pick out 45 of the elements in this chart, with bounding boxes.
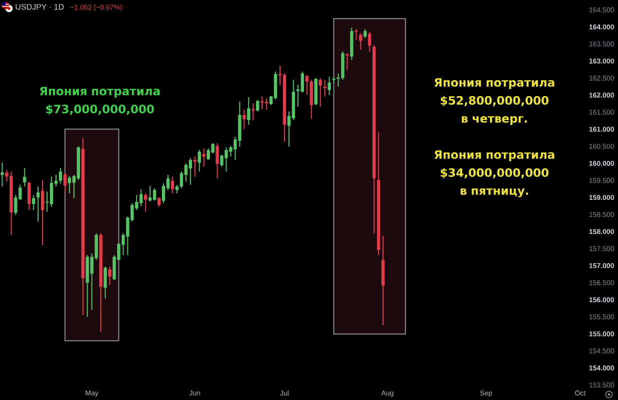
annotation: Япония потратила $52,800,000,000 в четверг. [434, 78, 554, 125]
candlestick [36, 186, 40, 222]
candlestick [23, 168, 26, 188]
candlestick [318, 78, 322, 108]
candlestick [170, 176, 174, 194]
candlestick [252, 102, 255, 121]
candlestick [359, 32, 362, 50]
candlestick [368, 32, 372, 52]
candlestick [148, 185, 152, 202]
candlestick [376, 132, 380, 256]
annotation: Япония потратила $34,000,000,000 в пятницу. [434, 150, 554, 198]
candlestick [332, 76, 336, 84]
candlestick [58, 168, 62, 184]
candlestick [68, 175, 72, 194]
annotation: Япония потратила $73,000,000,000 [40, 86, 160, 115]
candlestick [0, 162, 4, 188]
candlestick [256, 99, 260, 112]
candlestick [323, 79, 326, 98]
candlestick [32, 194, 36, 211]
candlestick [264, 98, 268, 110]
candlestick [28, 181, 31, 211]
candlestick [188, 158, 192, 186]
chart-title: USDJPY · 1D [16, 4, 64, 10]
candlestick [81, 138, 84, 316]
candlestick [184, 162, 188, 182]
candlestick [50, 176, 54, 208]
candlestick [157, 196, 161, 208]
candlestick [381, 235, 385, 326]
candlestick [104, 266, 107, 299]
candlestick [202, 148, 206, 168]
candlestick [300, 71, 304, 93]
candlestick [152, 188, 156, 202]
candlestick [247, 96, 250, 126]
candlestick [198, 150, 201, 172]
candlestick [305, 74, 308, 96]
candlestick [162, 182, 166, 204]
candlestick [144, 192, 148, 212]
candlestick [216, 142, 219, 179]
candlestick [350, 27, 354, 61]
candlestick [108, 266, 112, 286]
candlestick [310, 79, 313, 120]
candlestick [242, 109, 246, 130]
candlestick [40, 180, 44, 246]
candlestick [328, 76, 331, 96]
candlestick [63, 172, 67, 192]
